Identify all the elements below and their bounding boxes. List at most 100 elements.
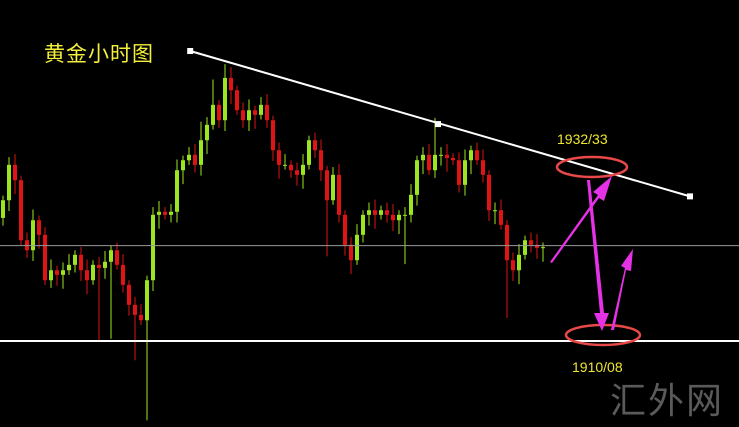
candle <box>115 242 119 270</box>
candle <box>391 204 395 231</box>
candle-body <box>235 90 239 111</box>
candle-body <box>151 214 155 281</box>
candle <box>283 154 287 170</box>
candle <box>325 165 329 257</box>
candle-body <box>67 264 71 271</box>
candle <box>55 265 59 286</box>
arrows-group <box>550 176 633 331</box>
candle <box>523 235 527 260</box>
candle <box>211 79 215 130</box>
candle <box>97 257 101 341</box>
candle-body <box>49 270 53 281</box>
candle <box>253 105 257 129</box>
candle-body <box>301 164 305 175</box>
candle <box>487 170 491 221</box>
candle <box>31 209 35 261</box>
candle <box>169 204 173 223</box>
candle-body <box>199 140 203 165</box>
candle <box>205 117 209 155</box>
candle <box>475 142 479 165</box>
candle <box>463 149 467 196</box>
candle-body <box>295 170 299 175</box>
candle <box>61 262 65 289</box>
candle-body <box>19 180 23 241</box>
candle <box>79 247 83 281</box>
candle-body <box>361 214 365 235</box>
candle-body <box>193 154 197 165</box>
candle <box>301 154 305 189</box>
candle-body <box>505 224 509 261</box>
candle-body <box>523 240 527 255</box>
candle <box>355 224 359 265</box>
trendline-anchor[interactable] <box>187 48 194 54</box>
candle-body <box>457 160 461 185</box>
candle-body <box>469 150 473 161</box>
candle-body <box>403 214 407 216</box>
candle-body <box>535 244 539 248</box>
candle <box>457 152 461 193</box>
candle-body <box>43 234 47 281</box>
candle-body <box>385 210 389 215</box>
candle <box>133 297 137 361</box>
candle-body <box>325 170 329 201</box>
candle <box>517 244 521 285</box>
candle <box>379 205 383 220</box>
arrow-up-1 <box>550 176 612 263</box>
candle-body <box>277 150 281 165</box>
candle <box>223 64 227 131</box>
candle-body <box>313 140 317 151</box>
candle-body <box>187 154 191 161</box>
candle-body <box>229 77 233 91</box>
candle-body <box>307 140 311 165</box>
candle-body <box>85 270 89 281</box>
candle-body <box>211 104 215 125</box>
candle-body <box>97 264 101 268</box>
candle <box>493 202 497 225</box>
candle-body <box>349 244 353 261</box>
candle-body <box>367 210 371 215</box>
candle-body <box>133 304 137 315</box>
candle <box>139 304 143 325</box>
candle <box>277 142 281 179</box>
candle <box>103 251 107 279</box>
candle <box>397 210 401 235</box>
trendline-anchor[interactable] <box>435 121 441 128</box>
candle-body <box>241 110 245 121</box>
candle <box>193 144 197 173</box>
candle <box>241 102 245 128</box>
candle-body <box>253 110 257 115</box>
candle-body <box>409 194 413 215</box>
candle-body <box>7 164 11 201</box>
trendline-anchor[interactable] <box>687 193 693 200</box>
candle <box>451 153 455 165</box>
candle <box>37 215 41 249</box>
candle <box>49 259 53 288</box>
candle-body <box>91 264 95 281</box>
candle-body <box>397 214 401 221</box>
candle <box>259 97 263 120</box>
candle <box>415 155 419 206</box>
candle <box>1 195 5 226</box>
candle-body <box>439 154 443 156</box>
candle-body <box>127 284 131 305</box>
candle-body <box>169 211 173 215</box>
candle-body <box>55 270 59 275</box>
arrow-up-2 <box>611 249 633 330</box>
candle-body <box>163 211 167 215</box>
candle-body <box>247 110 251 121</box>
candle <box>235 85 239 115</box>
candle <box>367 202 371 226</box>
candle <box>307 135 311 170</box>
candle <box>247 99 251 131</box>
candle <box>271 115 275 161</box>
candle <box>121 254 125 293</box>
candle <box>73 250 77 273</box>
candle <box>529 232 533 253</box>
candle <box>403 207 407 265</box>
candle <box>505 220 509 318</box>
candle <box>91 260 95 285</box>
candle-body <box>283 164 287 166</box>
candle-body <box>271 120 275 151</box>
candle-body <box>541 247 545 249</box>
